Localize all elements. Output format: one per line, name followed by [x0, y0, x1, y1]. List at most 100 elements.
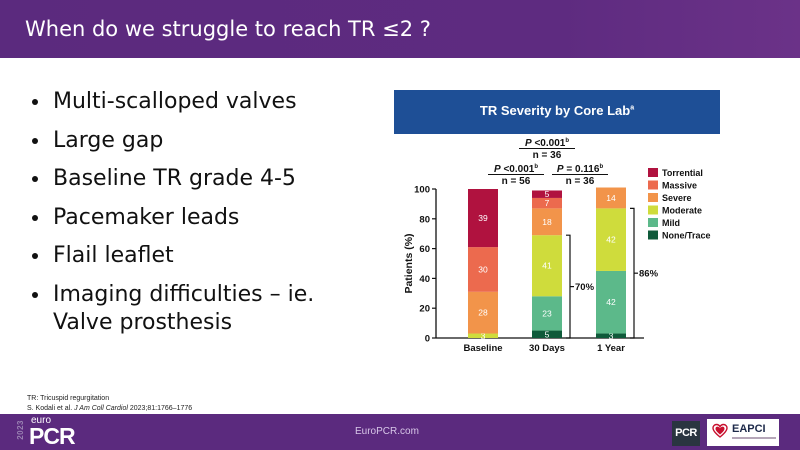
- legend-label: Severe: [662, 193, 692, 203]
- eapci-text: EAPCI: [732, 423, 766, 435]
- bullet-list: Multi-scalloped valves Large gap Baselin…: [28, 88, 358, 347]
- comparison-p-value: P <0.001b: [525, 138, 569, 149]
- bar-segment-mild: [596, 270, 626, 334]
- y-tick-label: 80: [419, 214, 430, 225]
- bullet-text: Large gap: [53, 127, 164, 153]
- legend-label: Massive: [662, 181, 697, 191]
- citation-authors: S. Kodali et al.: [27, 405, 75, 412]
- bullet-dot-icon: [32, 137, 38, 144]
- footnote-citation: S. Kodali et al. J Am Coll Cardiol 2023;…: [27, 404, 192, 414]
- bar-value-label: 23: [542, 308, 552, 318]
- bar-value-label: 30: [478, 264, 488, 274]
- eapci-badge-logo: EAPCI: [707, 419, 779, 446]
- bar-segment-massive: [532, 197, 562, 209]
- comparison-n: n = 36: [566, 176, 595, 187]
- heart-icon: [712, 423, 728, 438]
- slide-footer: 2023 euro PCR EuroPCR.com PCR EAPCI: [0, 414, 800, 450]
- bracket-label: 70%: [575, 282, 595, 293]
- bar-segment-torrential: [532, 190, 562, 198]
- y-tick-label: 20: [419, 304, 430, 315]
- bar-segment-massive: [468, 247, 498, 292]
- legend-swatch: [648, 230, 658, 240]
- logo-euro: euro: [31, 415, 52, 426]
- y-tick-label: 0: [425, 334, 430, 345]
- legend-swatch: [648, 168, 658, 177]
- pcr-badge-logo: PCR: [672, 421, 700, 446]
- bar-value-label: 3: [609, 331, 614, 341]
- legend-swatch: [648, 205, 658, 215]
- bullet-text: Multi-scalloped valves: [53, 89, 297, 114]
- x-tick-label: Baseline: [463, 343, 502, 354]
- logo-year: 2023: [16, 420, 25, 440]
- y-tick-label: 40: [419, 274, 430, 285]
- bar-segment-severe: [532, 208, 562, 236]
- comparison-p-value: P = 0.116b: [557, 164, 604, 175]
- bullet-text: Imaging difficulties – ie.: [53, 281, 315, 307]
- footnote-abbreviation: TR: Tricuspid regurgitation: [27, 395, 110, 402]
- x-tick-label: 30 Days: [529, 343, 565, 354]
- slide-title: When do we struggle to reach TR ≤2 ?: [25, 17, 431, 41]
- bullet-dot-icon: [32, 253, 38, 259]
- bracket-label: 86%: [639, 269, 659, 280]
- comparison-n: n = 56: [502, 176, 531, 187]
- bar-value-label: 41: [542, 261, 552, 271]
- y-axis-label: Patients (%): [403, 233, 415, 293]
- bar-value-label: 14: [606, 193, 616, 203]
- legend-swatch: [648, 193, 658, 202]
- footer-url-link[interactable]: EuroPCR.com: [355, 426, 419, 437]
- x-tick-label: 1 Year: [597, 343, 625, 354]
- europcr-logo: PCR: [29, 423, 76, 449]
- slide-header: When do we struggle to reach TR ≤2 ?: [0, 0, 800, 58]
- bar-segment-none-trace: [596, 333, 626, 338]
- bracket-line: [566, 234, 571, 339]
- bullet-item: Baseline TR grade 4-5: [28, 165, 358, 193]
- bar-segment-severe: [468, 291, 498, 334]
- bar-segment-mild: [532, 296, 562, 331]
- bar-value-label: 28: [478, 308, 488, 318]
- bullet-text: Flail leaflet: [53, 243, 174, 268]
- bullet-item: Pacemaker leads: [28, 204, 358, 232]
- y-tick-label: 60: [419, 244, 430, 255]
- chart-title: TR Severity by Core Laba: [394, 103, 720, 118]
- bullet-item: Flail leaflet: [28, 242, 358, 270]
- bullet-item: Multi-scalloped valves: [28, 88, 358, 116]
- bullet-dot-icon: [32, 291, 38, 298]
- legend-label: None/Trace: [662, 231, 711, 241]
- legend-label: Mild: [662, 218, 680, 228]
- footnote: TR: Tricuspid regurgitation S. Kodali et…: [27, 394, 192, 414]
- comparison-n: n = 36: [533, 150, 562, 161]
- bar-segment-none-trace: [532, 330, 562, 338]
- legend-label: Torrential: [662, 168, 703, 178]
- citation-journal: J Am Coll Cardiol: [74, 405, 128, 412]
- bar-segment-torrential: [468, 189, 498, 248]
- stacked-bar-chart: 0 20 40 60 80 100 Patients (%) 3 28 30 39 Baseline 5…: [403, 138, 711, 354]
- bullet-dot-icon: [32, 99, 38, 105]
- chart-title-banner: TR Severity by Core Laba: [394, 90, 720, 134]
- bar-value-label: 39: [478, 213, 488, 223]
- bar-segment-moderate: [532, 235, 562, 297]
- bar-segment-severe: [596, 187, 626, 209]
- citation-details: 2023;81:1766–1776: [127, 405, 193, 412]
- bar-value-label: 5: [545, 329, 550, 339]
- comparison-p-value: P <0.001b: [494, 164, 538, 175]
- chart-title-superscript: a: [630, 104, 635, 112]
- bar-value-label: 7: [545, 198, 550, 208]
- bar-value-label: 18: [542, 217, 552, 227]
- bullet-item: Imaging difficulties – ie. Valve prosthes…: [28, 281, 358, 337]
- bullet-item: Large gap: [28, 127, 358, 155]
- bar-value-label: 42: [606, 297, 616, 307]
- bar-value-label: 5: [545, 189, 550, 199]
- bracket-line: [630, 207, 635, 339]
- bar-value-label: 3: [481, 331, 486, 341]
- bar-value-label: 42: [606, 235, 616, 245]
- legend-swatch: [648, 180, 658, 190]
- bullet-dot-icon: [32, 214, 38, 221]
- legend-label: Moderate: [662, 206, 702, 216]
- bullet-text-continued: Valve prosthesis: [53, 309, 233, 335]
- y-tick-label: 100: [414, 185, 430, 196]
- bar-segment-moderate: [468, 333, 498, 338]
- legend-swatch: [648, 218, 658, 227]
- bullet-dot-icon: [32, 176, 38, 182]
- eapci-subtitle-line: [732, 437, 776, 439]
- chart-title-text: TR Severity by Core Lab: [479, 103, 631, 118]
